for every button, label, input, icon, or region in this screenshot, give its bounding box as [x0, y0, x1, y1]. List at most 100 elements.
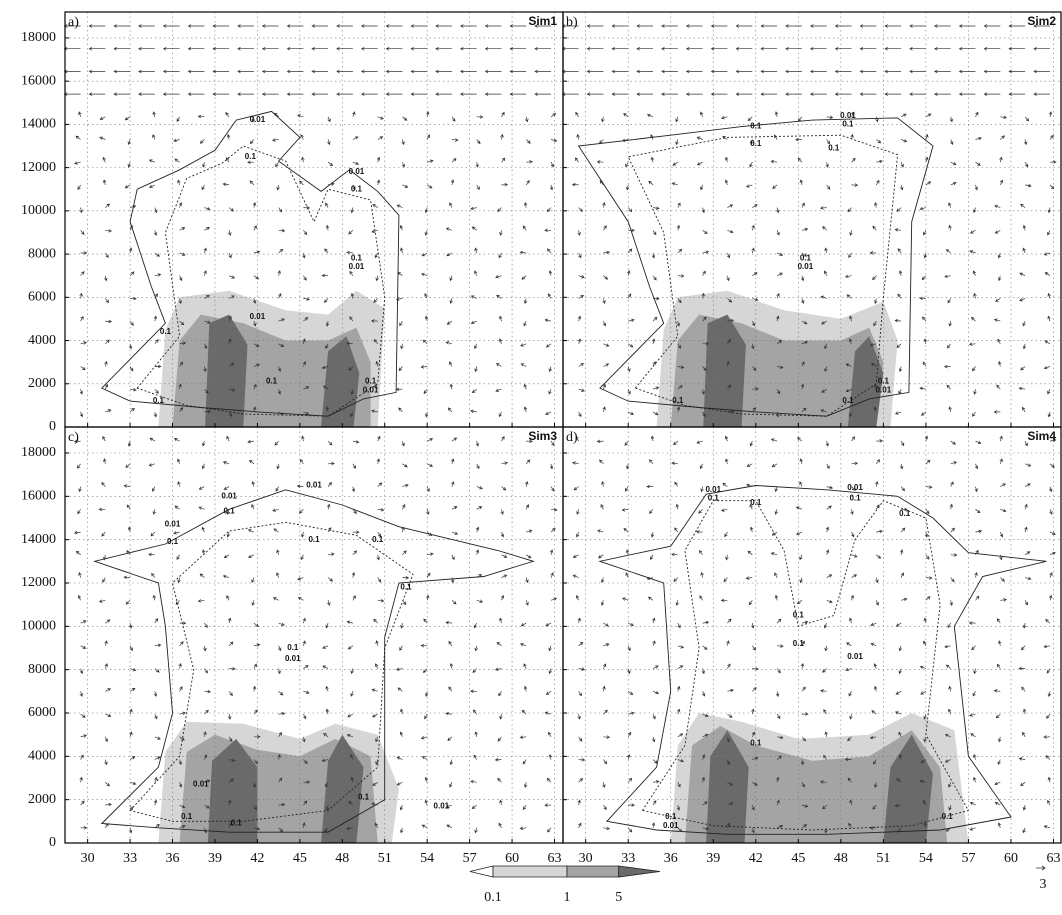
contour-label: 0.1 — [672, 396, 684, 405]
wind-vector — [602, 685, 606, 692]
wind-vector — [370, 319, 378, 323]
wind-vector — [179, 804, 186, 809]
wind-vector — [727, 618, 732, 624]
wind-vector — [523, 383, 527, 390]
wind-vector — [572, 554, 579, 558]
wind-vector — [1033, 46, 1050, 51]
wind-vector — [920, 690, 927, 695]
wind-vector — [726, 759, 730, 766]
wind-vector — [826, 574, 833, 578]
wind-vector — [102, 577, 106, 583]
wind-vector — [919, 386, 926, 391]
contour-label: 0.01 — [705, 485, 721, 494]
contour — [129, 521, 414, 822]
wind-vector — [576, 531, 580, 538]
wind-vector — [1022, 805, 1027, 811]
wind-vector — [402, 184, 409, 188]
wind-vector — [474, 366, 478, 373]
wind-vector — [1048, 486, 1053, 493]
wind-vector — [675, 600, 679, 606]
wind-vector — [1043, 365, 1051, 370]
wind-vector — [834, 24, 852, 28]
wind-vector — [823, 270, 828, 276]
wind-vector — [303, 230, 308, 236]
wind-vector — [809, 24, 827, 28]
wind-vector — [958, 24, 976, 28]
wind-vector — [596, 160, 604, 164]
wind-vector — [578, 275, 585, 279]
wind-vector — [421, 756, 428, 760]
wind-vector — [994, 781, 1001, 786]
wind-vector — [399, 804, 404, 811]
wind-vector — [801, 712, 809, 716]
x-tick-label: 63 — [1046, 851, 1060, 866]
wind-vector — [377, 599, 385, 603]
contour-label: 0.01 — [434, 801, 450, 810]
wind-vector — [459, 69, 477, 74]
wind-vector — [1000, 115, 1008, 120]
wind-vector — [1049, 572, 1053, 578]
wind-vector — [944, 274, 951, 279]
wind-vector — [261, 46, 279, 51]
wind-vector — [672, 161, 678, 166]
wind-vector — [628, 711, 635, 715]
wind-vector — [800, 383, 805, 390]
y-tick-label: 4000 — [28, 333, 56, 348]
wind-vector — [154, 824, 160, 829]
wind-vector — [79, 776, 83, 783]
wind-vector — [999, 156, 1003, 163]
wind-vector — [547, 293, 552, 299]
wind-vector — [578, 777, 584, 783]
wind-vector — [499, 315, 503, 322]
x-tick-label: 42 — [250, 851, 264, 866]
x-tick-label: 57 — [463, 851, 477, 866]
wind-vector — [153, 411, 158, 418]
wind-vector — [628, 343, 634, 348]
contour-label: 0.01 — [349, 262, 365, 271]
wind-vector — [601, 480, 605, 487]
wind-vector — [945, 249, 951, 254]
wind-vector — [199, 139, 205, 144]
wind-vector — [578, 388, 585, 392]
wind-vector — [603, 735, 611, 739]
wind-vector — [426, 594, 430, 601]
wind-vector — [360, 24, 378, 28]
wind-vector — [975, 529, 983, 534]
wind-vector — [824, 247, 828, 254]
wind-vector — [872, 804, 877, 810]
wind-vector — [627, 645, 631, 652]
wind-vector — [522, 225, 527, 231]
wind-vector — [138, 92, 155, 96]
contour-label: 0.1 — [351, 254, 363, 263]
wind-vector — [228, 295, 235, 299]
wind-vector — [336, 46, 353, 51]
wind-vector — [898, 366, 903, 373]
wind-vector — [944, 759, 951, 763]
wind-vector — [495, 274, 502, 279]
wind-vector — [652, 316, 658, 322]
wind-vector — [474, 731, 478, 737]
wind-vector — [396, 756, 403, 760]
wind-vector — [103, 554, 107, 561]
wind-vector — [636, 24, 653, 28]
wind-vector — [896, 778, 902, 783]
wind-vector — [138, 46, 155, 51]
wind-vector — [749, 139, 754, 146]
wind-vector — [1049, 160, 1057, 164]
wind-vector — [105, 319, 113, 324]
wind-vector — [373, 339, 378, 345]
wind-vector — [377, 531, 382, 537]
wind-vector — [349, 316, 354, 322]
wind-vector — [251, 577, 255, 583]
wind-vector — [471, 226, 477, 231]
wind-vector — [445, 711, 452, 716]
wind-vector — [603, 663, 607, 669]
wind-vector — [204, 779, 211, 783]
wind-vector — [1018, 666, 1026, 671]
wind-vector — [424, 315, 429, 322]
wind-vector — [75, 550, 81, 556]
wind-vector — [352, 550, 358, 556]
wind-vector — [548, 645, 552, 652]
wind-vector — [427, 463, 434, 467]
wind-vector — [426, 486, 430, 492]
